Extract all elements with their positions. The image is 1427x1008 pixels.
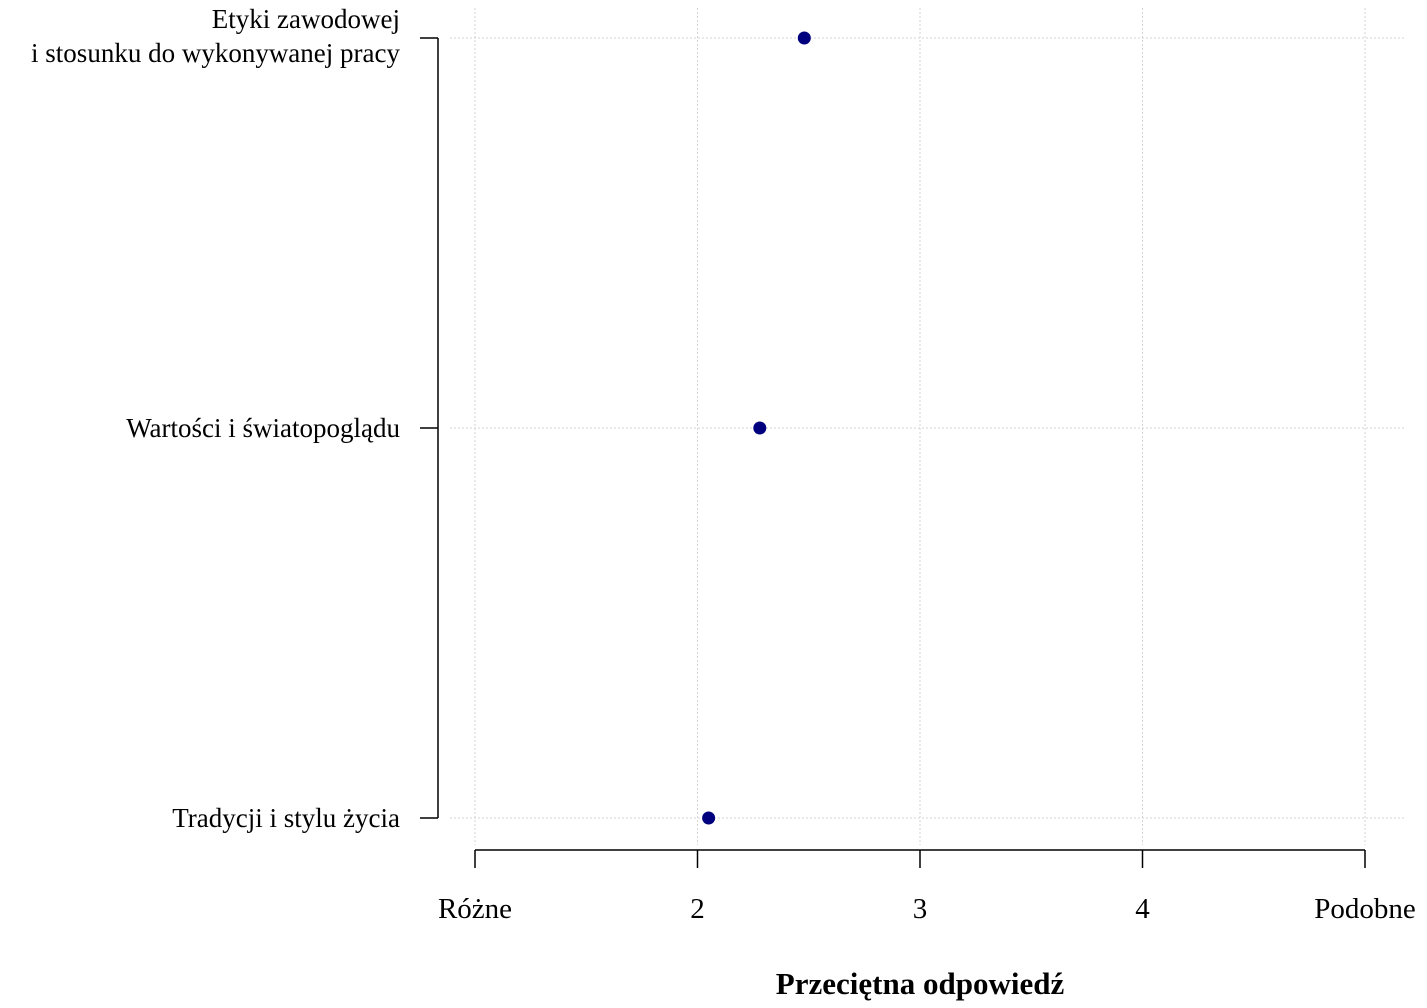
grid-layer <box>450 8 1405 845</box>
data-point <box>797 31 811 45</box>
y-category-label: i stosunku do wykonywanej pracy <box>31 38 400 68</box>
y-category-label: Tradycji i stylu życia <box>172 803 400 833</box>
y-category-label: Etyki zawodowej <box>212 4 400 34</box>
x-tick-label: 3 <box>913 893 928 925</box>
points-layer <box>702 31 811 825</box>
x-tick-label: Różne <box>438 893 512 925</box>
y-category-label: Wartości i światopoglądu <box>126 413 400 443</box>
x-tick-label: 2 <box>690 893 705 925</box>
x-axis: Różne 2 3 4 Podobne <box>438 849 1416 925</box>
x-tick-label: Podobne <box>1314 893 1416 925</box>
data-point <box>753 421 767 435</box>
x-axis-title: Przeciętna odpowiedź <box>776 966 1065 1001</box>
y-axis: Etyki zawodowej i stosunku do wykonywanej… <box>31 4 439 833</box>
x-tick-label: 4 <box>1135 893 1150 925</box>
data-point <box>702 811 716 825</box>
